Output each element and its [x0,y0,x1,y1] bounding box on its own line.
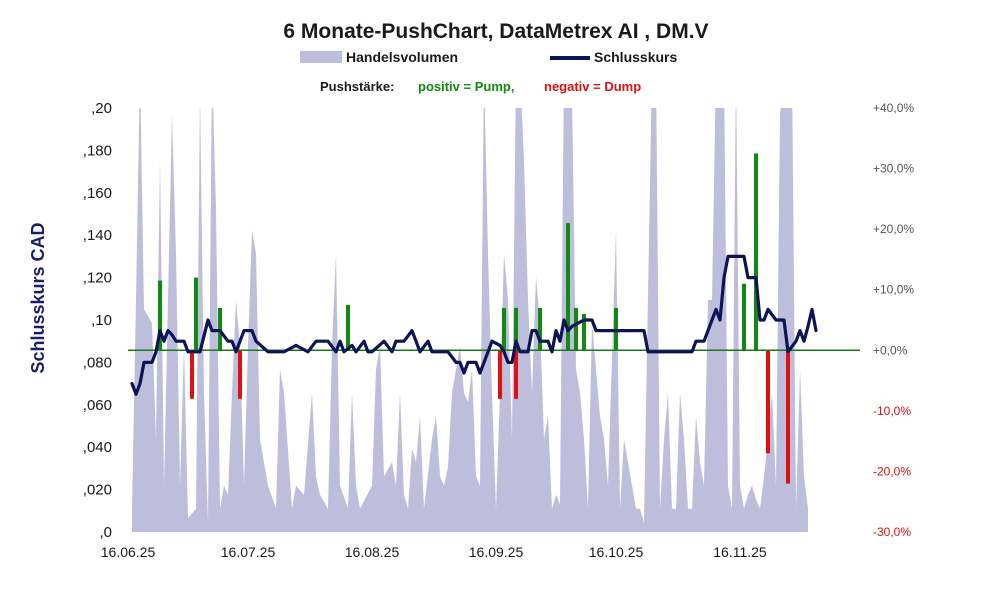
right-tick-label-6: +30,0% [873,162,914,176]
close-price-line [130,254,818,396]
push-bar-positive-11 [566,223,570,351]
push-bar-negative-8 [498,350,502,399]
right-tick-label-1: -20,0% [873,464,911,478]
x-tick-label-2: 16.08.25 [345,544,400,560]
left-tick-label-7: ,140 [83,227,112,244]
right-tick-label-0: -30,0% [873,525,911,539]
push-bar-negative-17 [766,350,770,454]
push-bar-positive-1 [194,277,198,351]
legend-volume-swatch [300,51,342,63]
volume-area-layer [132,108,808,532]
push-bar-positive-12 [574,307,578,351]
y-axis-label: Schlusskurs CAD [28,222,48,373]
push-bar-positive-15 [742,283,746,351]
right-tick-label-3: +0,0% [873,343,908,357]
left-tick-label-3: ,060 [83,397,112,414]
legend-push-negative: negativ = Dump [544,79,641,94]
push-bar-negative-3 [190,350,194,399]
legend-push-prefix: Pushstärke: [320,79,394,94]
push-bars-layer [158,153,790,484]
x-axis: 16.06.25 16.07.25 16.08.25 16.09.25 16.10.25… [101,544,767,560]
push-bar-positive-7 [514,307,518,351]
push-bar-positive-5 [346,304,350,351]
push-bar-negative-9 [514,350,518,399]
push-bar-negative-18 [786,350,790,484]
volume-area [132,108,808,532]
close-line-layer [130,254,818,396]
right-tick-label-4: +10,0% [873,283,914,297]
right-tick-label-7: +40,0% [873,101,914,115]
chart-title: 6 Monate-PushChart, DataMetrex AI , DM.V [283,20,708,43]
left-axis: ,0 ,020 ,040 ,060 ,080 ,10 ,120 ,140 ,160 ,180 ,20 [83,100,112,541]
x-tick-label-1: 16.07.25 [221,544,276,560]
right-tick-label-2: -10,0% [873,404,911,418]
left-tick-label-1: ,020 [83,482,112,499]
push-bar-negative-4 [238,350,242,399]
legend-volume-label: Handelsvolumen [346,49,458,65]
push-bar-positive-13 [582,313,586,351]
push-bar-positive-0 [158,280,162,351]
left-tick-label-2: ,040 [83,439,112,456]
push-bar-positive-10 [538,307,542,351]
left-tick-label-0: ,0 [99,524,112,541]
x-tick-label-4: 16.10.25 [589,544,644,560]
left-tick-label-4: ,080 [83,354,112,371]
x-tick-label-5: 16.11.25 [713,544,767,560]
right-tick-label-5: +20,0% [873,222,914,236]
left-tick-label-9: ,180 [83,142,112,159]
left-tick-label-10: ,20 [91,100,112,117]
left-tick-label-5: ,10 [91,312,112,329]
left-tick-label-8: ,160 [83,185,112,202]
push-bar-positive-6 [502,307,506,351]
x-tick-label-3: 16.09.25 [469,544,524,560]
legend-close-label: Schlusskurs [594,49,677,65]
left-tick-label-6: ,120 [83,270,112,287]
x-tick-label-0: 16.06.25 [101,544,156,560]
legend-push-positive: positiv = Pump, [418,79,514,94]
right-axis: -30,0% -20,0% -10,0% +0,0% +10,0% +20,0% +30,0… [873,101,914,539]
push-bar-positive-16 [754,153,758,351]
